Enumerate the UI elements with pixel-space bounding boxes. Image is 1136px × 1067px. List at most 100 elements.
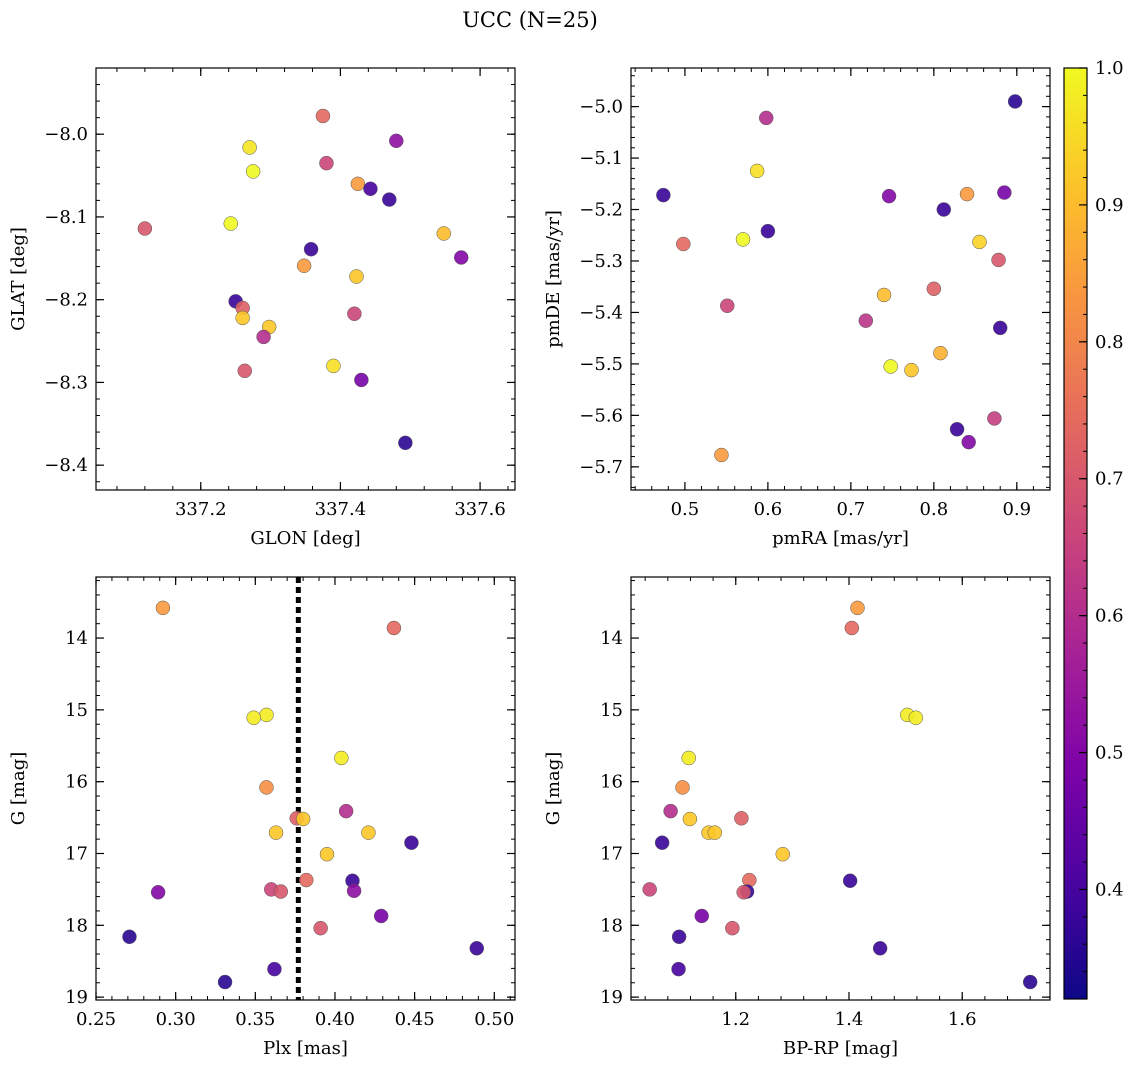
x-tick-label: 0.45 bbox=[395, 1009, 435, 1030]
scatter-point bbox=[883, 359, 898, 374]
scatter-point bbox=[1007, 94, 1023, 109]
x-tick-label: 337.2 bbox=[175, 499, 227, 520]
y-tick-label: 19 bbox=[65, 987, 88, 1008]
panel-2: 0.5 0.6 0.7 0.8 0.9 −5.0 −5.1 −5.2 −5.3 −5.4 −5.5 −… bbox=[543, 67, 1051, 549]
scatter-point bbox=[350, 176, 366, 192]
colorbar-tick-label: 0.9 bbox=[1095, 195, 1124, 216]
y-tick-label: −8.4 bbox=[44, 455, 88, 476]
scatter-point bbox=[349, 269, 364, 284]
y-tick-label: −8.0 bbox=[44, 124, 88, 145]
scatter-point bbox=[694, 908, 710, 924]
scatter-point bbox=[842, 873, 858, 889]
x-tick-label: 1.4 bbox=[835, 1009, 864, 1030]
scatter-point bbox=[725, 920, 740, 936]
scatter-point bbox=[992, 320, 1008, 336]
x-tick-label: 0.25 bbox=[76, 1009, 116, 1030]
scatter-point bbox=[137, 221, 153, 236]
scatter-point bbox=[347, 306, 362, 322]
y-axis-label: pmDE [mas/yr] bbox=[543, 210, 564, 348]
y-axis-label: G [mag] bbox=[543, 752, 564, 825]
scatter-point bbox=[734, 811, 749, 826]
colorbar-tick-label: 0.6 bbox=[1095, 606, 1124, 627]
x-tick-label: 0.7 bbox=[837, 499, 866, 520]
scatter-point bbox=[299, 872, 314, 888]
scatter-point bbox=[642, 882, 657, 897]
x-tick-label: 0.40 bbox=[315, 1009, 355, 1030]
scatter-point bbox=[235, 310, 250, 326]
panel-frame bbox=[630, 67, 1051, 491]
chart-title: UCC (N=25) bbox=[462, 8, 598, 32]
x-tick-label: 1.6 bbox=[948, 1009, 977, 1030]
scatter-point bbox=[936, 202, 952, 217]
scatter-point bbox=[961, 434, 976, 450]
scatter-point bbox=[315, 108, 331, 124]
scatter-point bbox=[707, 825, 723, 840]
scatter-point bbox=[268, 825, 284, 840]
scatter-point bbox=[295, 811, 311, 827]
scatter-point bbox=[876, 287, 892, 303]
y-tick-label: 17 bbox=[600, 843, 623, 864]
scatter-point bbox=[354, 372, 369, 388]
x-tick-label: 0.50 bbox=[474, 1009, 514, 1030]
scatter-point bbox=[259, 707, 274, 723]
scatter-point bbox=[256, 329, 271, 345]
scatter-point bbox=[872, 941, 888, 956]
scatter-point bbox=[246, 710, 261, 726]
scatter-point bbox=[654, 835, 670, 850]
y-tick-label: −8.2 bbox=[44, 290, 88, 311]
y-tick-label: −8.1 bbox=[44, 207, 88, 228]
y-axis-label: G [mag] bbox=[8, 752, 29, 825]
x-tick-label: 0.8 bbox=[920, 499, 949, 520]
x-tick-label: 337.6 bbox=[454, 499, 506, 520]
scatter-point bbox=[469, 941, 485, 956]
scatter-point bbox=[858, 313, 874, 328]
scatter-point bbox=[334, 750, 349, 766]
scatter-point bbox=[844, 620, 860, 636]
scatter-panels: 337.2 337.4 337.6 −8.0 −8.1 −8.2 −8.3 −8.4 GLON … bbox=[8, 67, 1051, 1059]
scatter-point bbox=[150, 885, 166, 900]
scatter-point bbox=[361, 825, 376, 840]
scatter-point bbox=[749, 163, 765, 179]
scatter-point bbox=[319, 846, 335, 862]
panel-frame bbox=[630, 576, 1051, 1001]
y-axis-label: GLAT [deg] bbox=[8, 227, 29, 331]
scatter-point bbox=[245, 164, 261, 179]
y-tick-label: −8.3 bbox=[44, 372, 88, 393]
scatter-point bbox=[223, 216, 239, 231]
colorbar-tick-label: 1.0 bbox=[1095, 58, 1124, 79]
x-tick-label: 337.4 bbox=[315, 499, 367, 520]
x-axis-label: pmRA [mas/yr] bbox=[772, 528, 909, 549]
scatter-point bbox=[682, 811, 698, 827]
scatter-point bbox=[671, 929, 687, 945]
x-tick-label: 0.30 bbox=[156, 1009, 196, 1030]
scatter-point bbox=[959, 186, 975, 202]
scatter-point bbox=[242, 140, 257, 155]
scatter-point bbox=[997, 185, 1012, 200]
y-tick-label: 18 bbox=[65, 915, 88, 936]
scatter-point bbox=[303, 241, 319, 257]
scatter-point bbox=[326, 358, 341, 374]
scatter-point bbox=[259, 780, 274, 795]
y-tick-label: −5.0 bbox=[579, 97, 623, 118]
scatter-point bbox=[714, 447, 729, 463]
colorbar-tick-label: 0.4 bbox=[1095, 879, 1124, 900]
scatter-point bbox=[155, 600, 171, 616]
scatter-point bbox=[319, 155, 334, 171]
scatter-point bbox=[881, 188, 897, 204]
y-tick-label: −5.5 bbox=[579, 354, 623, 375]
scatter-point bbox=[926, 281, 942, 297]
y-tick-label: 15 bbox=[65, 700, 88, 721]
y-tick-label: 18 bbox=[600, 915, 623, 936]
scatter-point bbox=[933, 345, 948, 361]
y-tick-label: −5.3 bbox=[579, 251, 623, 272]
scatter-point bbox=[735, 232, 751, 247]
scatter-point bbox=[296, 258, 312, 274]
y-tick-label: 19 bbox=[600, 987, 623, 1008]
colorbar: 0.4 0.5 0.6 0.7 0.8 0.9 1.0 bbox=[1063, 58, 1124, 1000]
scatter-point bbox=[908, 710, 924, 726]
colorbar-tick-label: 0.7 bbox=[1095, 469, 1124, 490]
panel-1: 337.2 337.4 337.6 −8.0 −8.1 −8.2 −8.3 −8.4 GLON … bbox=[8, 67, 516, 549]
scatter-point bbox=[122, 929, 137, 945]
scatter-point bbox=[1022, 974, 1038, 990]
